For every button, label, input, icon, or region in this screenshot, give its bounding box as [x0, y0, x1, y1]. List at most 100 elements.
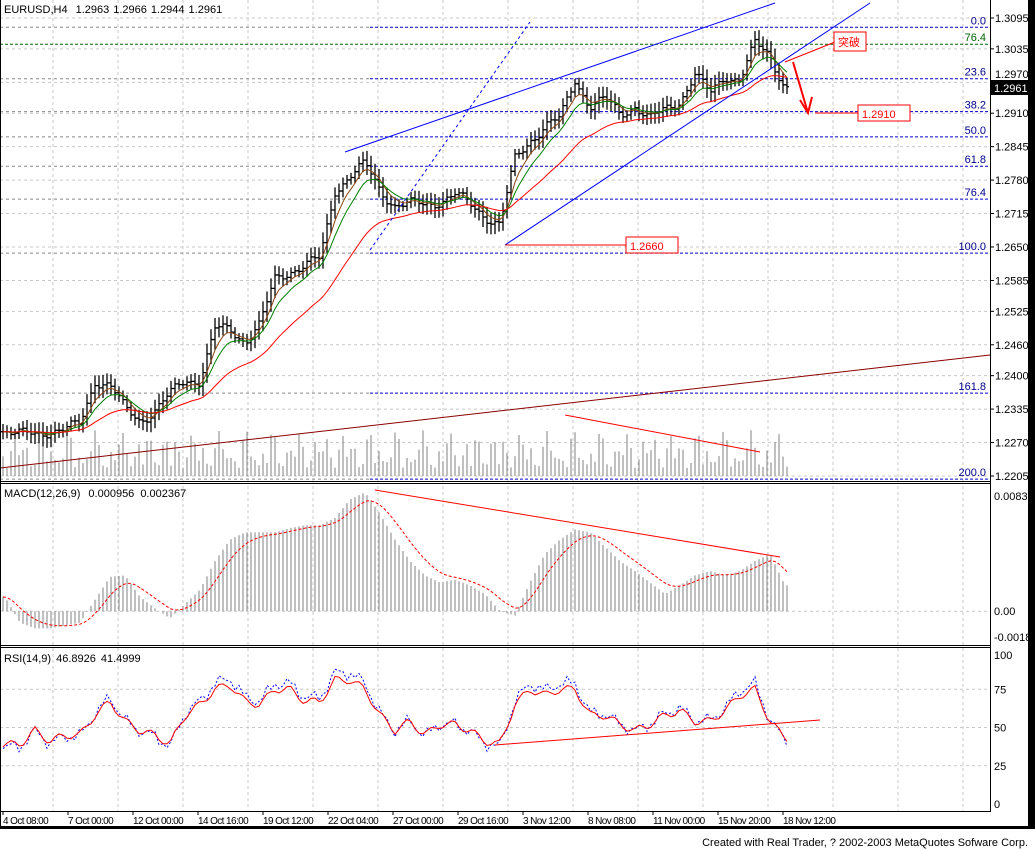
price-bar	[709, 77, 713, 103]
price-bar	[33, 423, 37, 444]
ma-mid-line	[3, 56, 788, 435]
current-price-tag	[991, 80, 1028, 95]
price-bar	[485, 206, 489, 234]
price-bar	[13, 428, 17, 439]
price-bar	[57, 422, 61, 438]
rsi-title: RSI(14,9) 46.8926 41.4999	[4, 653, 141, 665]
price-bar	[725, 73, 729, 91]
time-tick-label: 7 Oct 00:00	[68, 816, 114, 827]
price-bar	[453, 188, 457, 203]
volume-divergence-line[interactable]	[564, 414, 761, 453]
price-bar	[697, 65, 701, 84]
price-bar	[213, 317, 217, 350]
trend-lines[interactable]	[0, 2, 991, 746]
price-bar	[341, 177, 345, 198]
price-bar	[313, 247, 317, 268]
price-bar	[49, 424, 53, 448]
low-label-box[interactable]	[625, 236, 679, 254]
price-bar	[669, 96, 673, 117]
long-trend-line[interactable]	[0, 354, 991, 469]
price-bar	[273, 265, 277, 298]
price-bar	[517, 148, 521, 159]
price-bar	[449, 189, 453, 205]
price-bar	[753, 30, 757, 56]
fib-level-label: 76.4	[965, 32, 986, 44]
price-bar	[577, 77, 581, 96]
price-bar	[201, 362, 205, 397]
fib-level-label: 200.0	[958, 467, 986, 479]
price-bar	[169, 380, 173, 404]
ma-slow-line	[3, 75, 788, 434]
price-bar	[345, 175, 349, 189]
price-bar	[61, 423, 65, 438]
fib-trend-line[interactable]	[369, 21, 531, 251]
price-bar	[153, 399, 157, 429]
price-tick-label: 1.2910	[995, 108, 1029, 120]
time-tick-label: 14 Oct 16:00	[198, 816, 249, 827]
price-bar	[781, 72, 785, 94]
rsi-signal-line	[2, 668, 788, 753]
rsi-tick-label: 25	[994, 761, 1006, 773]
price-bar	[329, 200, 333, 234]
price-bar	[181, 380, 185, 390]
price-bar	[549, 109, 553, 132]
macd-tick-label: 0.00839	[994, 491, 1034, 503]
price-bar	[237, 333, 241, 344]
price-bar	[301, 261, 305, 279]
price-bar	[105, 373, 109, 395]
price-bar	[221, 315, 225, 336]
price-bar	[457, 187, 461, 200]
price-bar	[385, 187, 389, 214]
price-tick-label: 1.2525	[995, 306, 1029, 318]
price-bar	[733, 72, 737, 87]
price-bar	[461, 188, 465, 198]
channel-lower-line[interactable]	[504, 2, 871, 246]
price-tick-label: 1.2400	[995, 371, 1029, 383]
macd-tick-label: 0.00	[994, 606, 1015, 618]
channel-upper-line[interactable]	[344, 2, 776, 153]
price-bar	[533, 130, 537, 150]
time-tick-label: 12 Oct 00:00	[133, 816, 184, 827]
price-bar	[353, 165, 357, 184]
breakout-label: 突破	[838, 35, 860, 49]
price-bar	[537, 127, 541, 150]
fib-level-label: 50.0	[965, 125, 986, 137]
price-bar	[93, 375, 97, 404]
rsi-trend-line[interactable]	[494, 719, 821, 746]
price-bar	[629, 105, 633, 120]
time-tick-label: 18 Nov 12:00	[783, 816, 836, 827]
down-arrow-icon[interactable]	[792, 61, 813, 116]
price-bar	[445, 188, 449, 210]
price-bar	[261, 301, 265, 332]
target-label-box[interactable]	[857, 104, 911, 122]
rsi-line	[2, 675, 788, 748]
macd-panel	[2, 493, 788, 629]
price-bar	[593, 93, 597, 120]
price-bar	[21, 421, 25, 437]
price-bar	[29, 422, 33, 444]
price-tick-label: 1.2780	[995, 175, 1029, 187]
macd-divergence-line[interactable]	[374, 489, 781, 558]
price-bar	[761, 36, 765, 60]
price-bar	[281, 268, 285, 287]
price-bar	[701, 65, 705, 89]
price-bar	[97, 375, 101, 399]
volume-bars	[2, 430, 788, 476]
price-bar	[557, 108, 561, 129]
price-bar	[757, 30, 761, 56]
price-bar	[361, 151, 365, 173]
target-label: 1.2910	[862, 109, 896, 121]
time-tick-label: 8 Nov 08:00	[588, 816, 636, 827]
breakout-pointer[interactable]	[784, 41, 836, 63]
time-tick-label: 11 Nov 00:00	[653, 816, 706, 827]
price-bar	[177, 378, 181, 390]
breakout-label-box[interactable]	[833, 31, 867, 52]
fib-level-label: 161.8	[958, 381, 986, 393]
time-tick-label: 3 Nov 12:00	[523, 816, 571, 827]
macd-signal-line	[2, 500, 788, 627]
price-bar	[469, 191, 473, 214]
price-bar	[641, 105, 645, 125]
price-bar	[325, 213, 329, 253]
rsi-tick-label: 75	[994, 684, 1006, 696]
time-tick-label: 4 Oct 08:00	[3, 816, 49, 827]
